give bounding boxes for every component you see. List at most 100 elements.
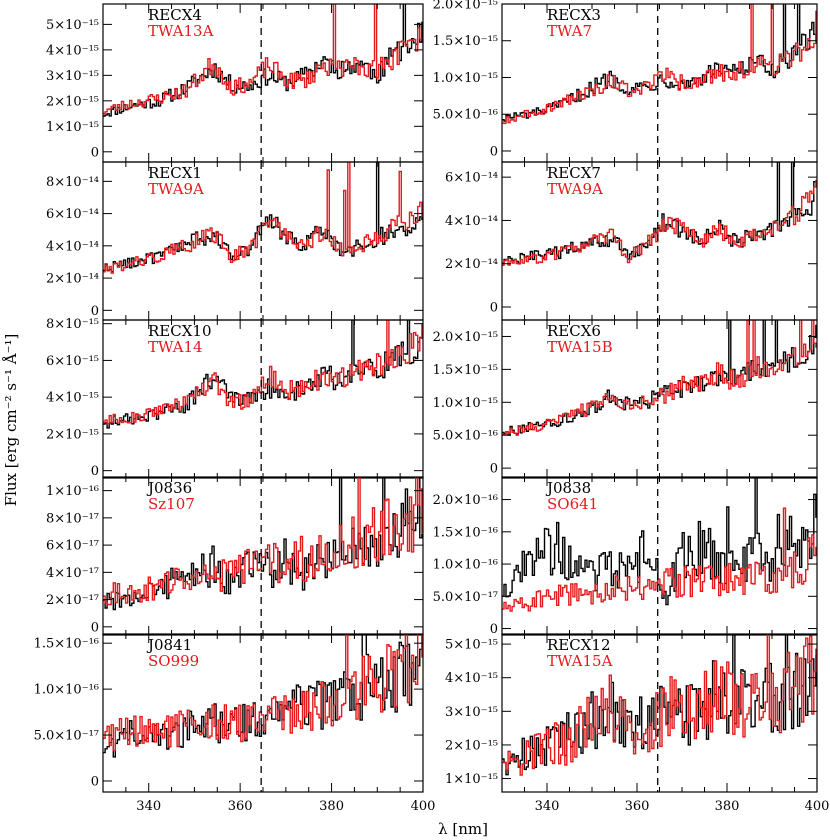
y-tick-label: 8×10⁻¹⁴ <box>46 175 99 190</box>
x-tick-label: 340 <box>535 799 560 814</box>
primary-object-label: RECX1 <box>148 164 202 182</box>
y-tick-label: 2×10⁻¹⁷ <box>46 593 99 608</box>
comparison-object-label: TWA7 <box>547 22 592 40</box>
primary-object-label: RECX7 <box>547 164 601 182</box>
spectrum-line-sz107 <box>103 477 423 606</box>
comparison-object-label: TWA9A <box>547 180 603 198</box>
primary-object-label: RECX12 <box>547 636 611 654</box>
spectrum-line-twa13a <box>103 4 423 115</box>
x-tick-label: 340 <box>136 799 161 814</box>
spectrum-panel-j0836: 0 2×10⁻¹⁷ 4×10⁻¹⁷ 6×10⁻¹⁷ 8×10⁻¹⁷ 1×10⁻¹⁶ J083… <box>46 476 424 636</box>
y-tick-label: 5.0×10⁻¹⁶ <box>433 108 498 123</box>
y-axis-label: Flux [erg cm⁻² s⁻¹ Å⁻¹] <box>2 334 20 507</box>
spectrum-line-twa9a <box>502 179 817 266</box>
y-tick-label: 2×10⁻¹⁴ <box>445 257 498 272</box>
y-tick-label: 8×10⁻¹⁷ <box>46 511 99 526</box>
spectrum-line-twa7 <box>502 4 817 125</box>
spectrum-line-twa14 <box>103 320 423 425</box>
y-tick-label: 1.5×10⁻¹⁵ <box>433 363 498 378</box>
spectrum-panel-recx4: 0 1×10⁻¹⁵ 2×10⁻¹⁵ 3×10⁻¹⁵ 4×10⁻¹⁵ 5×10⁻¹⁵ RECX… <box>46 3 424 163</box>
y-tick-label: 3×10⁻¹⁵ <box>46 69 99 84</box>
y-tick-label: 2×10⁻¹⁵ <box>46 427 99 442</box>
y-tick-label: 1×10⁻¹⁵ <box>445 772 498 787</box>
spectrum-line-twa15a <box>502 634 817 776</box>
y-tick-label: 2.0×10⁻¹⁵ <box>433 0 498 13</box>
y-tick-label: 4×10⁻¹⁵ <box>445 671 498 686</box>
comparison-object-label: Sz107 <box>148 495 195 513</box>
primary-object-label: RECX4 <box>148 6 202 24</box>
y-tick-label: 3×10⁻¹⁵ <box>445 705 498 720</box>
y-tick-label: 0 <box>91 620 99 635</box>
y-tick-label: 5.0×10⁻¹⁷ <box>34 729 99 744</box>
y-tick-label: 1.5×10⁻¹⁵ <box>433 34 498 49</box>
comparison-object-label: TWA13A <box>148 22 214 40</box>
y-tick-label: 0 <box>91 774 99 789</box>
x-tick-label: 380 <box>319 799 344 814</box>
y-tick-label: 4×10⁻¹⁴ <box>445 214 498 229</box>
y-tick-label: 2×10⁻¹⁴ <box>46 272 99 287</box>
y-tick-label: 0 <box>490 301 498 316</box>
y-tick-label: 0 <box>91 304 99 319</box>
comparison-object-label: TWA15B <box>547 338 613 356</box>
y-tick-label: 2.0×10⁻¹⁵ <box>433 330 498 345</box>
y-tick-label: 5×10⁻¹⁵ <box>445 638 498 653</box>
y-tick-label: 5×10⁻¹⁵ <box>46 18 99 33</box>
primary-object-label: RECX10 <box>148 322 212 340</box>
y-tick-label: 1×10⁻¹⁶ <box>46 484 99 499</box>
y-tick-label: 1.0×10⁻¹⁵ <box>433 71 498 86</box>
y-tick-label: 0 <box>490 462 498 477</box>
spectrum-line-so999 <box>103 634 423 752</box>
spectrum-line-recx10 <box>103 320 423 429</box>
y-tick-label: 5.0×10⁻¹⁷ <box>433 590 498 605</box>
y-tick-label: 0 <box>91 145 99 160</box>
spectrum-panel-j0838: 0 5.0×10⁻¹⁷ 1.0×10⁻¹⁶ 1.5×10⁻¹⁶ 2.0×10⁻¹⁶ J08… <box>433 476 818 637</box>
y-tick-label: 2×10⁻¹⁵ <box>46 94 99 109</box>
primary-object-label: J0841 <box>146 636 192 654</box>
comparison-object-label: SO641 <box>547 495 598 513</box>
spectrum-line-twa15b <box>502 320 817 436</box>
spectrum-line-j0836 <box>103 477 423 611</box>
spectrum-panel-recx6: 0 5.0×10⁻¹⁶ 1.0×10⁻¹⁵ 1.5×10⁻¹⁵ 2.0×10⁻¹⁵ REC… <box>433 319 818 479</box>
spectrum-panel-recx12: 1×10⁻¹⁵ 2×10⁻¹⁵ 3×10⁻¹⁵ 4×10⁻¹⁵ 5×10⁻¹⁵ RECX1… <box>445 633 830 814</box>
primary-object-label: RECX6 <box>547 322 601 340</box>
y-tick-label: 1.5×10⁻¹⁶ <box>34 637 99 652</box>
y-tick-label: 1.0×10⁻¹⁵ <box>433 396 498 411</box>
y-tick-label: 2×10⁻¹⁵ <box>445 738 498 753</box>
y-tick-label: 6×10⁻¹⁴ <box>445 171 498 186</box>
y-tick-label: 4×10⁻¹⁵ <box>46 43 99 58</box>
spectrum-panel-recx3: 0 5.0×10⁻¹⁶ 1.0×10⁻¹⁵ 1.5×10⁻¹⁵ 2.0×10⁻¹⁵ REC… <box>433 0 818 163</box>
x-tick-label: 380 <box>715 799 740 814</box>
y-tick-label: 1.0×10⁻¹⁶ <box>34 683 99 698</box>
panel-grid: 0 1×10⁻¹⁵ 2×10⁻¹⁵ 3×10⁻¹⁵ 4×10⁻¹⁵ 5×10⁻¹⁵ RECX… <box>34 0 830 814</box>
y-tick-label: 1.5×10⁻¹⁶ <box>433 525 498 540</box>
x-tick-label: 400 <box>805 799 830 814</box>
y-tick-label: 5.0×10⁻¹⁶ <box>433 429 498 444</box>
comparison-object-label: TWA15A <box>547 652 613 670</box>
comparison-object-label: TWA14 <box>148 338 203 356</box>
y-tick-label: 4×10⁻¹⁵ <box>46 391 99 406</box>
y-tick-label: 4×10⁻¹⁷ <box>46 566 99 581</box>
y-tick-label: 4×10⁻¹⁴ <box>46 239 99 254</box>
spectrum-line-twa9a <box>103 162 423 274</box>
y-tick-label: 1×10⁻¹⁵ <box>46 120 99 135</box>
comparison-object-label: SO999 <box>148 652 199 670</box>
y-tick-label: 8×10⁻¹⁵ <box>46 317 99 332</box>
primary-object-label: J0838 <box>545 479 591 497</box>
x-tick-label: 360 <box>228 799 253 814</box>
y-tick-label: 6×10⁻¹⁵ <box>46 354 99 369</box>
y-tick-label: 6×10⁻¹⁴ <box>46 207 99 222</box>
primary-object-label: J0836 <box>146 479 192 497</box>
spectrum-line-so641 <box>502 507 817 612</box>
y-tick-label: 1.0×10⁻¹⁶ <box>433 558 498 573</box>
y-tick-label: 0 <box>91 464 99 479</box>
x-axis-label: λ [nm] <box>438 820 488 838</box>
x-tick-label: 400 <box>411 799 436 814</box>
y-tick-label: 2.0×10⁻¹⁶ <box>433 493 498 508</box>
y-tick-label: 6×10⁻¹⁷ <box>46 539 99 554</box>
x-tick-label: 360 <box>625 799 650 814</box>
y-tick-label: 0 <box>490 144 498 159</box>
